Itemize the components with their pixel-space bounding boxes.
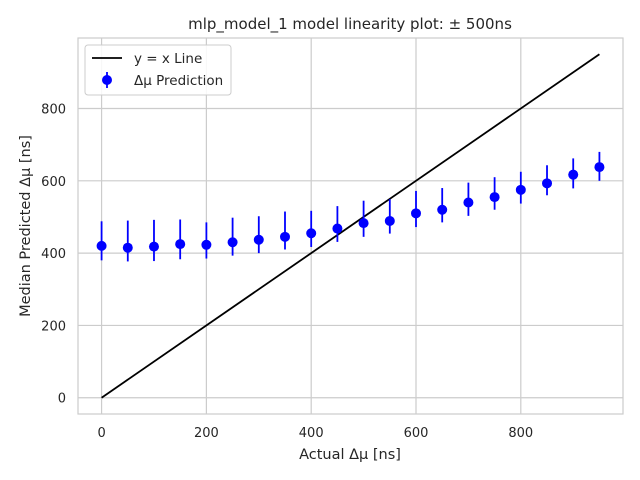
prediction-point xyxy=(201,239,212,250)
x-tick-label: 0 xyxy=(97,426,105,441)
prediction-point xyxy=(489,192,500,203)
y-tick-label: 200 xyxy=(41,319,66,334)
prediction-point xyxy=(96,240,107,251)
legend: y = x Line Δμ Prediction xyxy=(84,44,232,96)
y-tick-label: 600 xyxy=(41,175,66,190)
prediction-point xyxy=(175,239,186,250)
y-tick-labels: 0 200 400 600 800 xyxy=(41,103,66,407)
x-tick-label: 400 xyxy=(299,426,324,441)
prediction-point xyxy=(411,208,422,219)
x-tick-label: 600 xyxy=(404,426,429,441)
prediction-point xyxy=(332,223,343,234)
prediction-point xyxy=(542,178,553,189)
x-tick-label: 800 xyxy=(508,426,533,441)
prediction-point xyxy=(279,231,290,242)
legend-label-line: y = x Line xyxy=(134,51,202,67)
legend-label-prediction: Δμ Prediction xyxy=(134,73,223,89)
prediction-series xyxy=(96,151,605,262)
x-tick-label: 200 xyxy=(194,426,219,441)
prediction-point xyxy=(515,184,526,195)
reference-line-series xyxy=(101,53,600,399)
prediction-point xyxy=(463,197,474,208)
y-equals-x-line xyxy=(101,53,600,399)
prediction-point xyxy=(384,215,395,226)
prediction-point xyxy=(227,237,238,248)
prediction-point xyxy=(594,162,605,173)
prediction-point xyxy=(358,218,369,229)
y-tick-label: 400 xyxy=(41,247,66,262)
x-tick-labels: 0 200 400 600 800 xyxy=(97,426,533,441)
prediction-point xyxy=(148,241,159,252)
prediction-point xyxy=(122,242,133,253)
prediction-point xyxy=(437,204,448,215)
x-axis-label: Actual Δμ [ns] xyxy=(299,447,401,463)
plot-frame xyxy=(77,37,624,415)
legend-marker-swatch xyxy=(102,75,112,85)
y-tick-label: 800 xyxy=(41,103,66,118)
y-tick-label: 0 xyxy=(58,392,66,407)
prediction-point xyxy=(568,169,579,180)
chart-title: mlp_model_1 model linearity plot: ± 500n… xyxy=(188,15,512,34)
y-axis-label: Median Predicted Δμ [ns] xyxy=(18,135,34,317)
prediction-point xyxy=(253,234,264,245)
prediction-point xyxy=(306,228,317,239)
